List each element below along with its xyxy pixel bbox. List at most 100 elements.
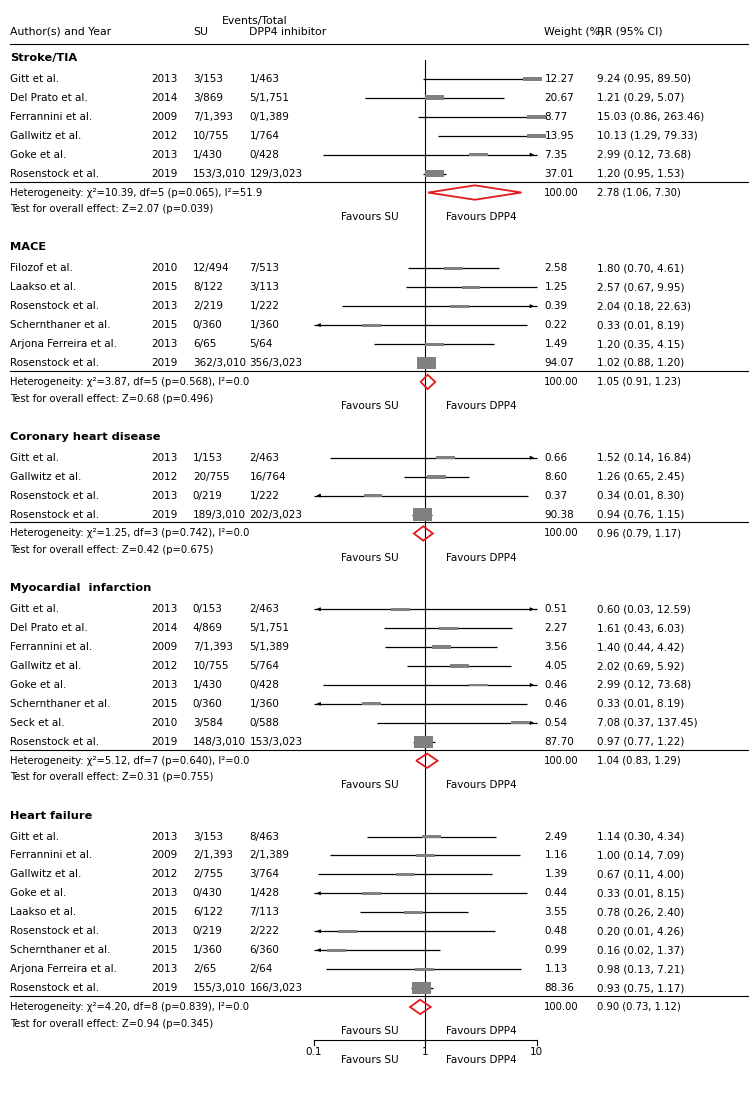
Text: 5/764: 5/764 [249,661,280,671]
Text: 2013: 2013 [151,926,178,937]
Text: 100.00: 100.00 [544,755,579,766]
Text: 2013: 2013 [151,491,178,501]
Text: 0.20 (0.01, 4.26): 0.20 (0.01, 4.26) [597,926,684,937]
Text: 0.98 (0.13, 7.21): 0.98 (0.13, 7.21) [597,964,685,974]
Text: 88.36: 88.36 [544,983,575,994]
Text: 0/1,389: 0/1,389 [249,111,290,121]
Text: 3/584: 3/584 [193,718,223,728]
FancyBboxPatch shape [451,305,469,307]
Text: 2013: 2013 [151,680,178,690]
Text: 37.01: 37.01 [544,168,574,178]
Text: 10/755: 10/755 [193,661,229,671]
Text: 0/360: 0/360 [193,698,222,709]
Text: 20.67: 20.67 [544,93,574,103]
Text: 2.99 (0.12, 73.68): 2.99 (0.12, 73.68) [597,680,692,690]
Text: Favours DPP4: Favours DPP4 [446,401,516,411]
Text: Gallwitz et al.: Gallwitz et al. [10,661,81,671]
Text: 1: 1 [422,1047,429,1057]
Text: Favours SU: Favours SU [341,212,398,222]
Text: 3.56: 3.56 [544,642,568,653]
FancyBboxPatch shape [362,892,381,895]
Text: 2012: 2012 [151,131,178,141]
FancyBboxPatch shape [469,683,488,686]
Text: Rosenstock et al.: Rosenstock et al. [10,509,99,519]
Text: 1.20 (0.35, 4.15): 1.20 (0.35, 4.15) [597,339,685,349]
Text: 2.02 (0.69, 5.92): 2.02 (0.69, 5.92) [597,661,685,671]
Text: 2019: 2019 [151,359,178,368]
Text: Favours SU: Favours SU [341,780,398,790]
Text: Goke et al.: Goke et al. [10,889,67,898]
Text: Laakso et al.: Laakso et al. [10,282,76,292]
Text: 1.39: 1.39 [544,869,568,880]
Text: Gitt et al.: Gitt et al. [10,604,59,614]
FancyBboxPatch shape [412,982,431,994]
Text: 8.77: 8.77 [544,111,568,121]
Text: Stroke/TIA: Stroke/TIA [10,54,77,63]
Text: 13.95: 13.95 [544,131,575,141]
Text: Rosenstock et al.: Rosenstock et al. [10,359,99,368]
Text: Favours SU: Favours SU [341,1026,398,1036]
FancyBboxPatch shape [436,456,455,459]
Text: 2/219: 2/219 [193,302,223,312]
FancyBboxPatch shape [510,721,529,725]
Text: 129/3,023: 129/3,023 [249,168,302,178]
Text: Goke et al.: Goke et al. [10,680,67,690]
Text: 2013: 2013 [151,302,178,312]
Text: 5/64: 5/64 [249,339,273,349]
FancyBboxPatch shape [422,835,441,838]
Text: 2.78 (1.06, 7.30): 2.78 (1.06, 7.30) [597,188,681,198]
Text: 2/222: 2/222 [249,926,280,937]
FancyBboxPatch shape [450,665,469,668]
Text: 1/430: 1/430 [193,680,223,690]
Text: 2013: 2013 [151,604,178,614]
Text: 10/755: 10/755 [193,131,229,141]
Text: 0.33 (0.01, 8.15): 0.33 (0.01, 8.15) [597,889,684,898]
Text: RR (95% CI): RR (95% CI) [597,26,663,36]
Text: 3/153: 3/153 [193,832,223,842]
Text: DPP4 inhibitor: DPP4 inhibitor [249,26,327,36]
Text: 3.55: 3.55 [544,907,568,917]
Text: Heart failure: Heart failure [10,811,92,821]
Text: 100.00: 100.00 [544,528,579,539]
Text: Heterogeneity: χ²=1.25, df=3 (p=0.742), I²=0.0: Heterogeneity: χ²=1.25, df=3 (p=0.742), … [10,528,249,539]
Text: 2015: 2015 [151,282,178,292]
Text: 0.46: 0.46 [544,680,568,690]
FancyBboxPatch shape [461,285,480,289]
Text: 0.97 (0.77, 1.22): 0.97 (0.77, 1.22) [597,737,685,747]
Text: 2019: 2019 [151,737,178,747]
Text: 20/755: 20/755 [193,472,229,482]
Text: 0/360: 0/360 [193,320,222,330]
Text: 0/153: 0/153 [193,604,223,614]
Text: 148/3,010: 148/3,010 [193,737,246,747]
Text: 2.58: 2.58 [544,263,568,273]
Text: 0.22: 0.22 [544,320,568,330]
Text: 7.08 (0.37, 137.45): 7.08 (0.37, 137.45) [597,718,698,728]
Text: Coronary heart disease: Coronary heart disease [10,432,160,442]
Text: 5/1,751: 5/1,751 [249,623,290,633]
FancyBboxPatch shape [416,854,435,857]
Text: Arjona Ferreira et al.: Arjona Ferreira et al. [10,339,117,349]
Text: 0.93 (0.75, 1.17): 0.93 (0.75, 1.17) [597,983,685,994]
Text: 16/764: 16/764 [249,472,286,482]
Text: 0/428: 0/428 [249,150,280,160]
Text: 2009: 2009 [151,111,178,121]
Text: Rosenstock et al.: Rosenstock et al. [10,926,99,937]
FancyBboxPatch shape [439,626,458,630]
Text: 202/3,023: 202/3,023 [249,509,302,519]
Text: 2013: 2013 [151,150,178,160]
Text: 1/764: 1/764 [249,131,280,141]
Text: 153/3,023: 153/3,023 [249,737,302,747]
Text: 0.34 (0.01, 8.30): 0.34 (0.01, 8.30) [597,491,684,501]
Text: Favours SU: Favours SU [341,553,398,563]
Text: 1.16: 1.16 [544,850,568,860]
FancyBboxPatch shape [338,930,357,932]
Text: 8/463: 8/463 [249,832,280,842]
Text: 2009: 2009 [151,642,178,653]
Text: 7/113: 7/113 [249,907,280,917]
Text: Test for overall effect: Z=0.31 (p=0.755): Test for overall effect: Z=0.31 (p=0.755… [10,773,213,783]
Text: 1.05 (0.91, 1.23): 1.05 (0.91, 1.23) [597,377,681,387]
Text: 9.24 (0.95, 89.50): 9.24 (0.95, 89.50) [597,74,691,84]
FancyBboxPatch shape [413,508,432,520]
Text: Myocardial  infarction: Myocardial infarction [10,584,151,593]
Text: Rosenstock et al.: Rosenstock et al. [10,491,99,501]
